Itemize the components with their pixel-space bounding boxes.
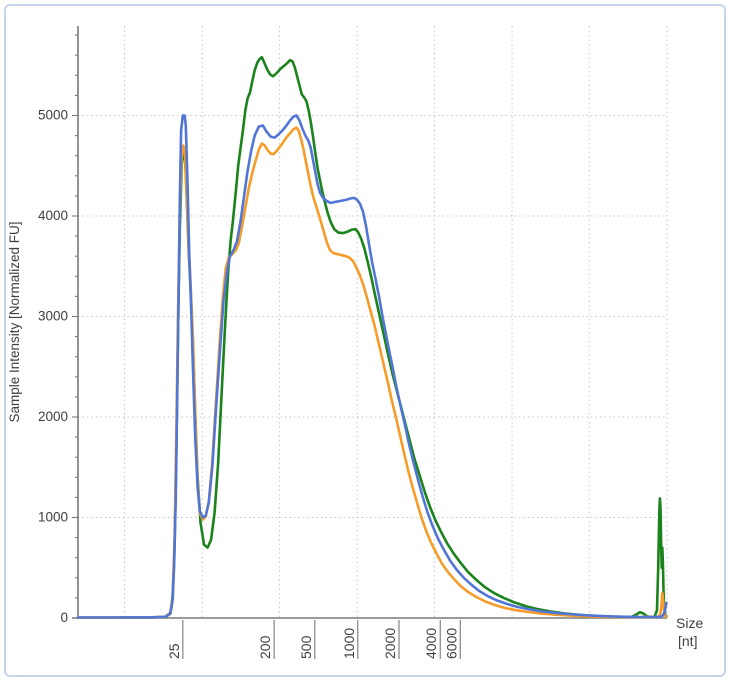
x-tick-label: 1000 <box>341 628 357 659</box>
x-tick-label: 500 <box>298 635 314 659</box>
gridlines <box>78 26 668 617</box>
x-tick-label: 200 <box>257 635 273 659</box>
axes <box>72 26 667 619</box>
y-tick-label: 3000 <box>38 309 68 324</box>
blue-trace <box>76 114 668 619</box>
green-trace <box>76 55 668 619</box>
x-axis-ticks: 25 200 500 1000 2000 4000 6000 <box>166 620 461 659</box>
series-traces <box>76 55 668 619</box>
x-tick-label: 6000 <box>443 628 459 659</box>
y-tick-label: 5000 <box>38 108 68 123</box>
y-tick-label: 4000 <box>38 208 68 223</box>
y-axis-title: Sample Intensity [Normalized FU] <box>7 221 22 422</box>
x-axis-title-line2: [nt] <box>678 633 697 649</box>
x-tick-label: 4000 <box>423 628 439 659</box>
x-axis-title-line1: Size <box>676 615 703 631</box>
y-tick-label: 0 <box>60 610 68 625</box>
x-tick-label: 25 <box>166 643 182 659</box>
y-tick-label: 2000 <box>38 409 68 424</box>
x-tick-label: 2000 <box>382 628 398 659</box>
orange-trace <box>76 126 668 619</box>
y-tick-label: 1000 <box>38 510 68 525</box>
y-axis-ticks: 0 1000 2000 3000 4000 5000 <box>38 34 78 625</box>
